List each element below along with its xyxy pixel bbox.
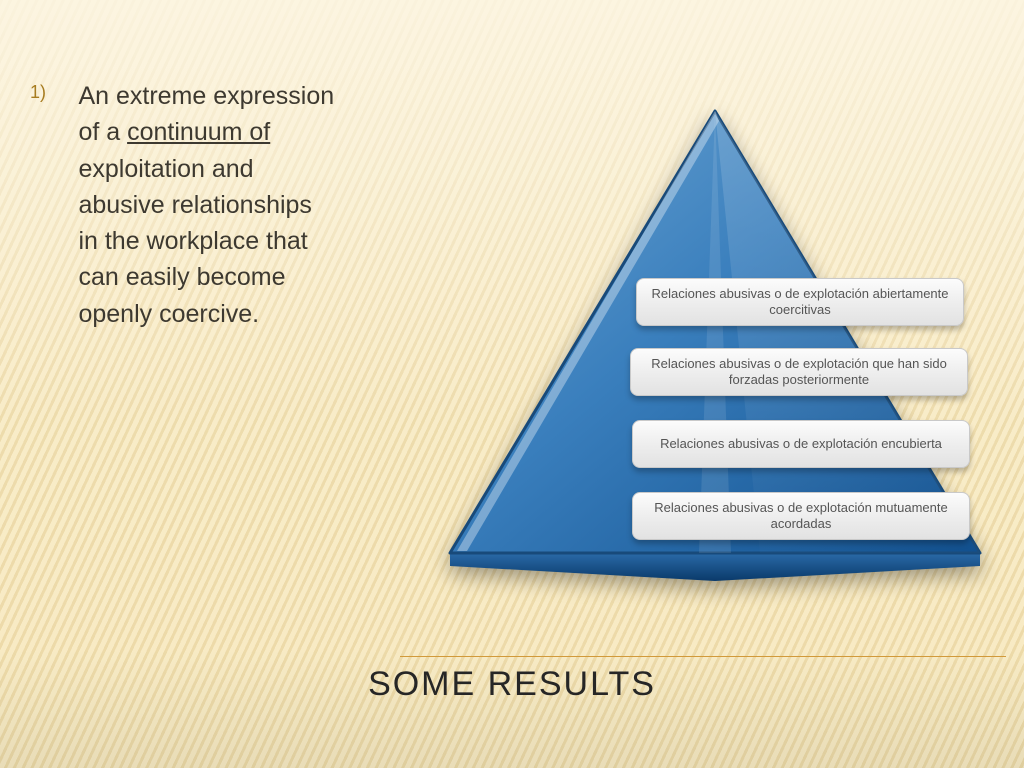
- bullet-part-3: .: [252, 300, 259, 328]
- pyramid-level-2: Relaciones abusivas o de explotación enc…: [632, 420, 970, 468]
- pyramid-level-3: Relaciones abusivas o de explotación mut…: [632, 492, 970, 540]
- bullet-part-2: exploitation and abusive relationships i…: [78, 155, 311, 328]
- pyramid-diagram: Relaciones abusivas o de explotación abi…: [410, 108, 1000, 628]
- bullet-part-1: continuum of: [127, 118, 270, 146]
- title-rule: [400, 656, 1006, 657]
- bullet-text: An extreme expression of a continuum of …: [78, 78, 336, 332]
- slide-title: SOME RESULTS: [0, 665, 1024, 704]
- title-bar: SOME RESULTS: [0, 656, 1024, 704]
- bullet-number: 1): [30, 78, 74, 103]
- pyramid-level-1: Relaciones abusivas o de explotación que…: [630, 348, 968, 396]
- bullet-list: 1) An extreme expression of a continuum …: [30, 78, 350, 332]
- pyramid-level-0: Relaciones abusivas o de explotación abi…: [636, 278, 964, 326]
